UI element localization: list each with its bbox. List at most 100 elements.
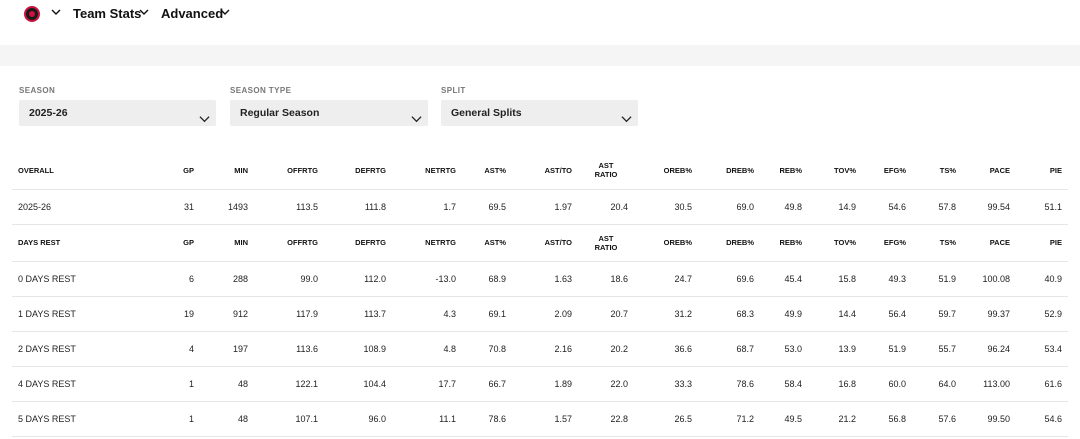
season-label: SEASON <box>19 86 56 95</box>
column-header[interactable]: AST% <box>484 165 506 175</box>
stat-cell: 31.2 <box>674 308 692 319</box>
stat-cell: 1.63 <box>554 273 572 284</box>
stat-cell: 70.8 <box>488 343 506 354</box>
stat-cell: 22.0 <box>610 378 628 389</box>
stat-cell: 48 <box>237 413 248 424</box>
advanced-stats-table: OVERALL GP MIN OFFRTG DEFRTG NETRTG AST% AST/TO… <box>12 152 1068 437</box>
stat-cell: 4 <box>188 343 194 354</box>
season-type-label: SEASON TYPE <box>230 86 292 95</box>
column-header[interactable]: REB% <box>779 165 802 175</box>
stat-cell: 71.2 <box>736 413 754 424</box>
stat-cell: 197 <box>232 343 248 354</box>
stat-cell: 4.3 <box>443 308 456 319</box>
stat-cell: 2.09 <box>554 308 572 319</box>
column-header[interactable]: GP <box>183 165 194 175</box>
stat-cell: 53.4 <box>1044 343 1062 354</box>
stat-cell: 99.54 <box>987 201 1010 212</box>
column-header[interactable]: AST/TO <box>544 165 572 175</box>
stat-cell: 52.9 <box>1044 308 1062 319</box>
stat-cell: 20.2 <box>610 343 628 354</box>
stat-cell: 1.7 <box>443 201 456 212</box>
season-type-select[interactable]: Regular Season <box>230 100 428 126</box>
column-header[interactable]: PACE <box>989 238 1010 247</box>
column-header[interactable]: OREB% <box>663 238 692 247</box>
team-logo-icon[interactable] <box>24 6 40 22</box>
row-label: 2025-26 <box>18 201 52 212</box>
stat-cell: 1.97 <box>554 201 572 212</box>
column-header[interactable]: DEFRTG <box>355 165 386 175</box>
stat-cell: 16.8 <box>838 378 856 389</box>
column-header[interactable]: NETRTG <box>425 165 456 175</box>
stat-cell: 912 <box>232 308 248 319</box>
row-label: 5 DAYS REST <box>18 413 76 424</box>
season-select[interactable]: 2025-26 <box>19 100 216 126</box>
stat-cell: 59.7 <box>938 308 956 319</box>
column-header[interactable]: OFFRTG <box>287 238 318 247</box>
column-header[interactable]: EFG% <box>883 238 906 247</box>
stat-cell: 53.0 <box>784 343 802 354</box>
split-select[interactable]: General Splits <box>441 100 638 126</box>
season-filter: SEASON 2025-26 <box>19 86 216 126</box>
stat-cell: 99.50 <box>987 413 1010 424</box>
column-header[interactable]: AST/TO <box>544 238 572 247</box>
stat-cell: 18.6 <box>610 273 628 284</box>
column-header[interactable]: MIN <box>234 238 248 247</box>
stat-cell: 6 <box>188 273 194 284</box>
stat-cell: 113.5 <box>296 201 318 212</box>
column-header[interactable]: TS% <box>939 165 956 175</box>
stat-cell: 30.5 <box>674 201 692 212</box>
stat-cell: 24.7 <box>674 273 692 284</box>
column-header[interactable]: GP <box>183 238 194 247</box>
nav-team-stats[interactable]: Team Stats <box>73 6 142 21</box>
stat-cell: 40.9 <box>1044 273 1062 284</box>
column-header[interactable]: TOV% <box>834 165 856 175</box>
column-header[interactable]: DREB% <box>726 165 754 175</box>
split-value: General Splits <box>451 107 522 119</box>
stat-cell: 69.5 <box>488 201 506 212</box>
stat-cell: 54.6 <box>888 201 906 212</box>
stat-cell: 113.00 <box>983 378 1010 389</box>
stat-cell: 69.0 <box>736 201 754 212</box>
stat-cell: 78.6 <box>488 413 506 424</box>
stat-cell: 19 <box>183 308 194 319</box>
column-header[interactable]: AST RATIO <box>594 161 618 180</box>
stat-cell: 15.8 <box>838 273 856 284</box>
column-header[interactable]: PIE <box>1049 165 1062 175</box>
column-header[interactable]: AST RATIO <box>594 233 618 252</box>
stat-cell: 1.57 <box>554 413 572 424</box>
stat-cell: 49.3 <box>888 273 906 284</box>
column-header[interactable]: DREB% <box>726 238 754 247</box>
table-row: 4 DAYS REST 1 48 122.1 104.4 17.7 66.7 1.89 22.0… <box>12 366 1068 401</box>
column-header[interactable]: PIE <box>1049 238 1062 247</box>
stat-cell: 54.6 <box>1044 413 1062 424</box>
column-header[interactable]: AST% <box>484 238 506 247</box>
stat-cell: 55.7 <box>938 343 956 354</box>
stat-cell: 49.9 <box>784 308 802 319</box>
row-label: 0 DAYS REST <box>18 273 76 284</box>
stat-cell: 14.4 <box>838 308 856 319</box>
header-divider-band <box>0 45 1080 66</box>
stat-cell: 22.8 <box>610 413 628 424</box>
stat-cell: 69.6 <box>736 273 754 284</box>
column-header[interactable]: EFG% <box>883 165 906 175</box>
column-header[interactable]: OFFRTG <box>287 165 318 175</box>
column-header[interactable]: NETRTG <box>425 238 456 247</box>
advanced-chevron-down-icon[interactable] <box>219 6 231 18</box>
stat-cell: 31 <box>183 201 194 212</box>
stat-cell: 60.0 <box>888 378 906 389</box>
column-header[interactable]: OREB% <box>663 165 692 175</box>
team-stats-chevron-down-icon[interactable] <box>138 6 150 18</box>
stat-cell: 1493 <box>227 201 248 212</box>
stat-cell: 26.5 <box>674 413 692 424</box>
column-header[interactable]: TOV% <box>834 238 856 247</box>
column-header[interactable]: MIN <box>234 165 248 175</box>
column-header[interactable]: DEFRTG <box>355 238 386 247</box>
stat-cell: 288 <box>232 273 248 284</box>
team-switch-chevron-down-icon[interactable] <box>50 6 62 18</box>
row-label: 4 DAYS REST <box>18 378 76 389</box>
column-header[interactable]: TS% <box>939 238 956 247</box>
row-label: 2 DAYS REST <box>18 343 76 354</box>
column-header[interactable]: PACE <box>989 165 1010 175</box>
nav-advanced[interactable]: Advanced <box>161 6 224 21</box>
column-header[interactable]: REB% <box>779 238 802 247</box>
